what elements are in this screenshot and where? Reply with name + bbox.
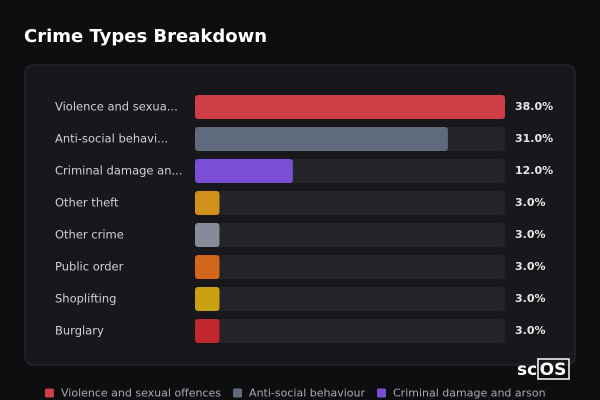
bar [195,191,220,215]
bar-track [195,255,505,279]
category-label: Other crime [55,228,124,242]
bar [195,287,220,311]
value-label: 3.0% [515,324,546,337]
bar-track [195,191,505,215]
value-label: 31.0% [515,132,553,145]
category-label: Burglary [55,324,104,338]
legend-label: Anti-social behaviour [249,387,365,400]
value-label: 3.0% [515,292,546,305]
bar [195,127,448,151]
category-label: Anti-social behavi... [55,132,168,146]
bar-track [195,223,505,247]
value-label: 38.0% [515,100,553,113]
chart-title: Crime Types Breakdown [24,26,267,47]
legend-swatch [45,388,54,398]
category-label: Public order [55,260,124,274]
bar-track [195,287,505,311]
value-label: 12.0% [515,164,553,177]
legend-label: Criminal damage and arson [393,387,546,400]
bar [195,319,220,343]
legend-label: Violence and sexual offences [61,387,221,400]
category-label: Criminal damage an... [55,164,182,178]
category-label: Shoplifting [55,292,116,306]
logo-box [537,358,570,380]
logo-prefix: sc [517,360,537,380]
legend-swatch [233,388,243,398]
category-label: Violence and sexua... [55,100,178,114]
value-label: 3.0% [515,260,546,273]
value-label: 3.0% [515,228,546,241]
legend-swatch [377,388,386,398]
logo-boxed: OS [540,360,567,380]
bar [195,223,220,247]
bar-track [195,319,505,343]
category-label: Other theft [55,196,119,210]
bar [195,159,293,183]
bar [195,95,505,119]
value-label: 3.0% [515,196,546,209]
bar [195,255,220,279]
